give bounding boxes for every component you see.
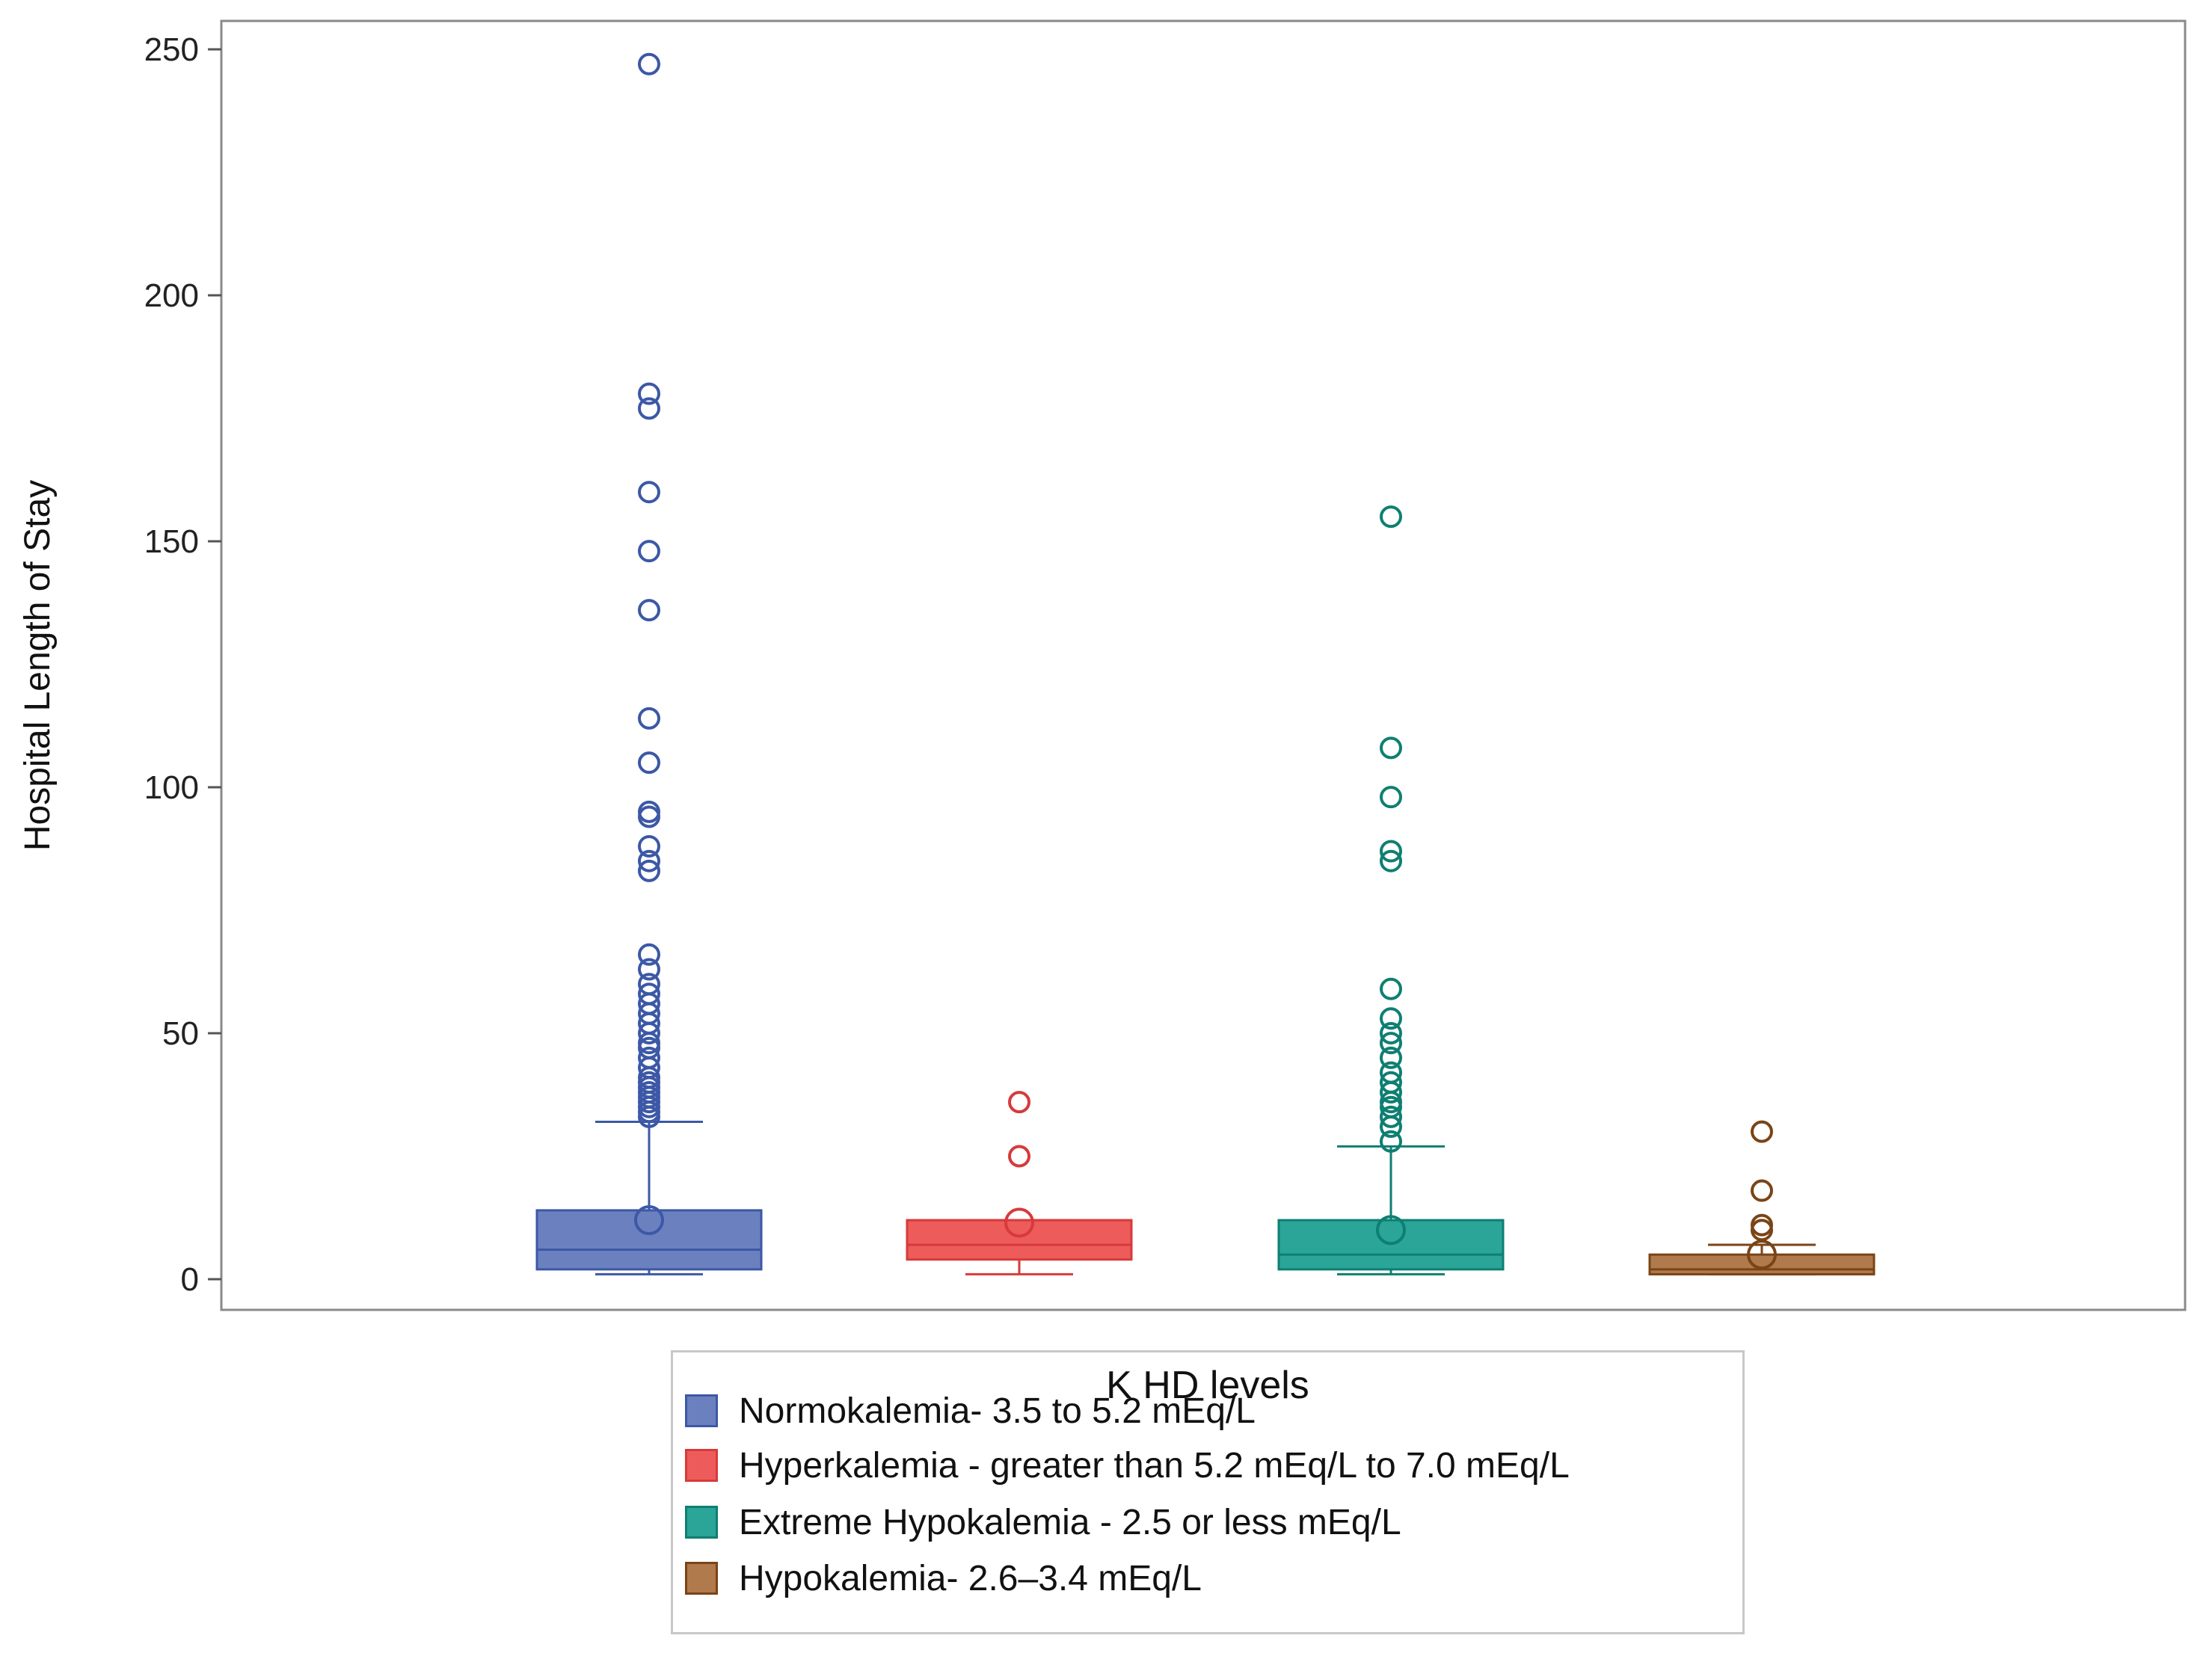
outlier-point	[638, 540, 660, 563]
outlier-point	[638, 382, 660, 405]
y-axis: 0 50 100 150 200 250	[144, 21, 223, 1310]
outlier-point	[638, 707, 660, 730]
outlier-point	[1380, 1007, 1402, 1030]
legend-label: Hyperkalemia - greater than 5.2 mEq/L to…	[739, 1445, 1570, 1486]
outlier-point	[1751, 1213, 1773, 1237]
y-tick-label: 150	[144, 523, 199, 560]
box-iqr	[535, 1209, 763, 1271]
legend-item: Extreme Hypokalemia - 2.5 or less mEq/L	[685, 1496, 1401, 1548]
outlier-point	[1380, 1022, 1402, 1044]
outlier-point	[1380, 1071, 1402, 1094]
legend-item: Normokalemia- 3.5 to 5.2 mEq/L	[685, 1385, 1256, 1437]
outlier-point	[638, 958, 660, 981]
outlier-point	[1380, 736, 1402, 760]
outlier-point	[638, 751, 660, 775]
y-tick-label: 200	[144, 277, 199, 314]
mean-marker	[1376, 1215, 1406, 1246]
outlier-point	[1380, 505, 1402, 529]
box-iqr	[906, 1219, 1133, 1261]
outlier-point	[638, 859, 660, 882]
plot-area	[220, 19, 2187, 1311]
box-plot-chart: 0 50 100 150 200 250 Hospital Length of Stay	[18, 19, 2187, 1311]
box-series	[906, 1091, 1133, 1275]
box-iqr	[1648, 1253, 1875, 1275]
y-tick-label: 0	[181, 1261, 199, 1298]
legend-label: Hypokalemia- 2.6–3.4 mEq/L	[739, 1558, 1202, 1598]
legend-swatch	[685, 1506, 718, 1539]
y-tick-label: 100	[144, 769, 199, 806]
outlier-point	[638, 397, 660, 420]
outlier-point	[1380, 786, 1402, 809]
legend-swatch	[685, 1449, 718, 1482]
box-series-group	[535, 52, 1875, 1275]
outlier-point	[1751, 1120, 1773, 1143]
y-tick-label: 50	[162, 1015, 199, 1052]
mean-marker	[1004, 1207, 1034, 1238]
outlier-point	[638, 52, 660, 76]
outlier-point	[1751, 1179, 1773, 1202]
outlier-point	[638, 834, 660, 858]
legend-label: Normokalemia- 3.5 to 5.2 mEq/L	[739, 1391, 1256, 1431]
outlier-point	[1380, 1046, 1402, 1069]
outlier-point	[1380, 1032, 1402, 1055]
outlier-point	[638, 943, 660, 966]
outlier-point	[1008, 1145, 1030, 1168]
outlier-point	[638, 599, 660, 622]
outlier-point	[1380, 1105, 1402, 1128]
outlier-point	[638, 800, 660, 823]
legend-label: Extreme Hypokalemia - 2.5 or less mEq/L	[739, 1502, 1401, 1542]
outlier-point	[638, 982, 660, 1006]
box-series	[1277, 505, 1505, 1275]
legend-item: Hypokalemia- 2.6–3.4 mEq/L	[685, 1552, 1202, 1604]
mean-marker	[634, 1205, 664, 1236]
outlier-point	[638, 1046, 660, 1069]
legend-swatch	[685, 1562, 718, 1595]
legend-swatch	[685, 1394, 718, 1427]
outlier-point	[638, 849, 660, 872]
outlier-point	[1380, 1130, 1402, 1153]
y-tick-label: 250	[144, 31, 199, 68]
box-series	[535, 52, 763, 1275]
outlier-point	[1380, 849, 1402, 872]
legend-item: Hyperkalemia - greater than 5.2 mEq/L to…	[685, 1439, 1570, 1492]
outlier-point	[638, 973, 660, 996]
outlier-point	[1380, 840, 1402, 863]
legend: K HD levels Normokalemia- 3.5 to 5.2 mEq…	[671, 1350, 1745, 1634]
y-axis-title: Hospital Length of Stay	[18, 480, 58, 851]
outlier-point	[1380, 1061, 1402, 1084]
outlier-point	[638, 481, 660, 504]
box-series	[1648, 1120, 1875, 1275]
legend-title: K HD levels	[1106, 1364, 1309, 1407]
outlier-point	[1380, 977, 1402, 1000]
outlier-point	[1008, 1091, 1030, 1114]
